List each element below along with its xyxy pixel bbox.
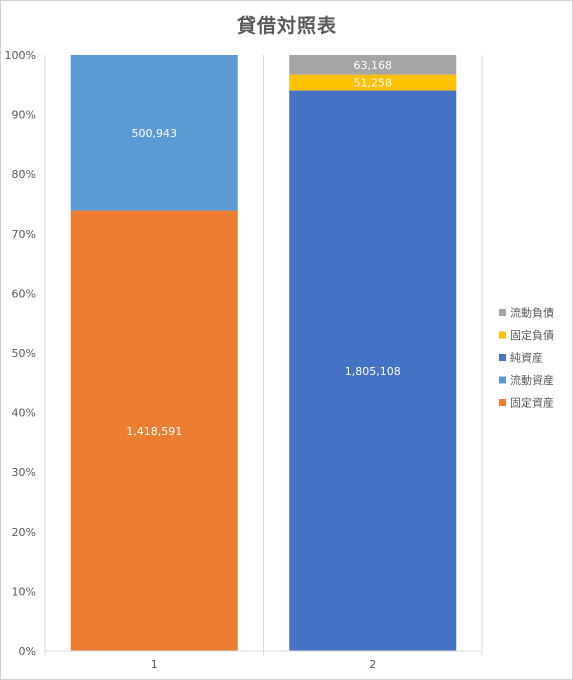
y-tick-label: 40% [12, 407, 36, 420]
data-label: 63,168 [354, 59, 393, 72]
y-tick-label: 60% [12, 287, 36, 300]
legend-swatch [499, 331, 506, 339]
legend-label: 流動資産 [510, 373, 554, 387]
y-tick-label: 70% [12, 228, 36, 241]
y-tick-label: 30% [12, 466, 36, 479]
y-axis: 0% 10% 20% 30% 40% 50% 60% 70% 80% 90% 100% [5, 49, 36, 658]
legend-swatch [499, 309, 506, 316]
y-tick-label: 10% [12, 585, 36, 598]
data-label: 500,943 [132, 127, 178, 140]
bar-segment [70, 55, 238, 211]
legend-label: 純資産 [510, 352, 543, 365]
x-tick-label: 2 [369, 658, 376, 671]
y-tick-label: 90% [12, 109, 36, 122]
bar-segment [289, 90, 457, 651]
y-tick-label: 80% [12, 168, 36, 181]
legend-swatch [499, 376, 506, 384]
bars: 1,418,591 500,943 1,805,108 51,258 63,168 [70, 55, 457, 651]
bar-segment [289, 74, 457, 91]
y-tick-label: 20% [12, 526, 36, 539]
y-tick-label: 100% [5, 49, 36, 62]
legend-swatch [499, 399, 506, 406]
data-label: 1,805,108 [345, 365, 401, 378]
data-label: 1,418,591 [126, 425, 182, 438]
legend-swatch [499, 354, 506, 361]
y-tick-label: 0% [19, 645, 36, 658]
y-tick-label: 50% [12, 347, 36, 360]
legend-label: 固定資産 [510, 396, 554, 410]
data-label: 51,258 [354, 77, 393, 90]
legend-label: 流動負債 [510, 306, 554, 320]
chart-title: 貸借対照表 [236, 14, 337, 37]
x-tick-label: 1 [151, 658, 158, 671]
bar-segment [289, 55, 457, 75]
legend-label: 固定負債 [510, 328, 554, 342]
bar-segment [70, 210, 238, 651]
